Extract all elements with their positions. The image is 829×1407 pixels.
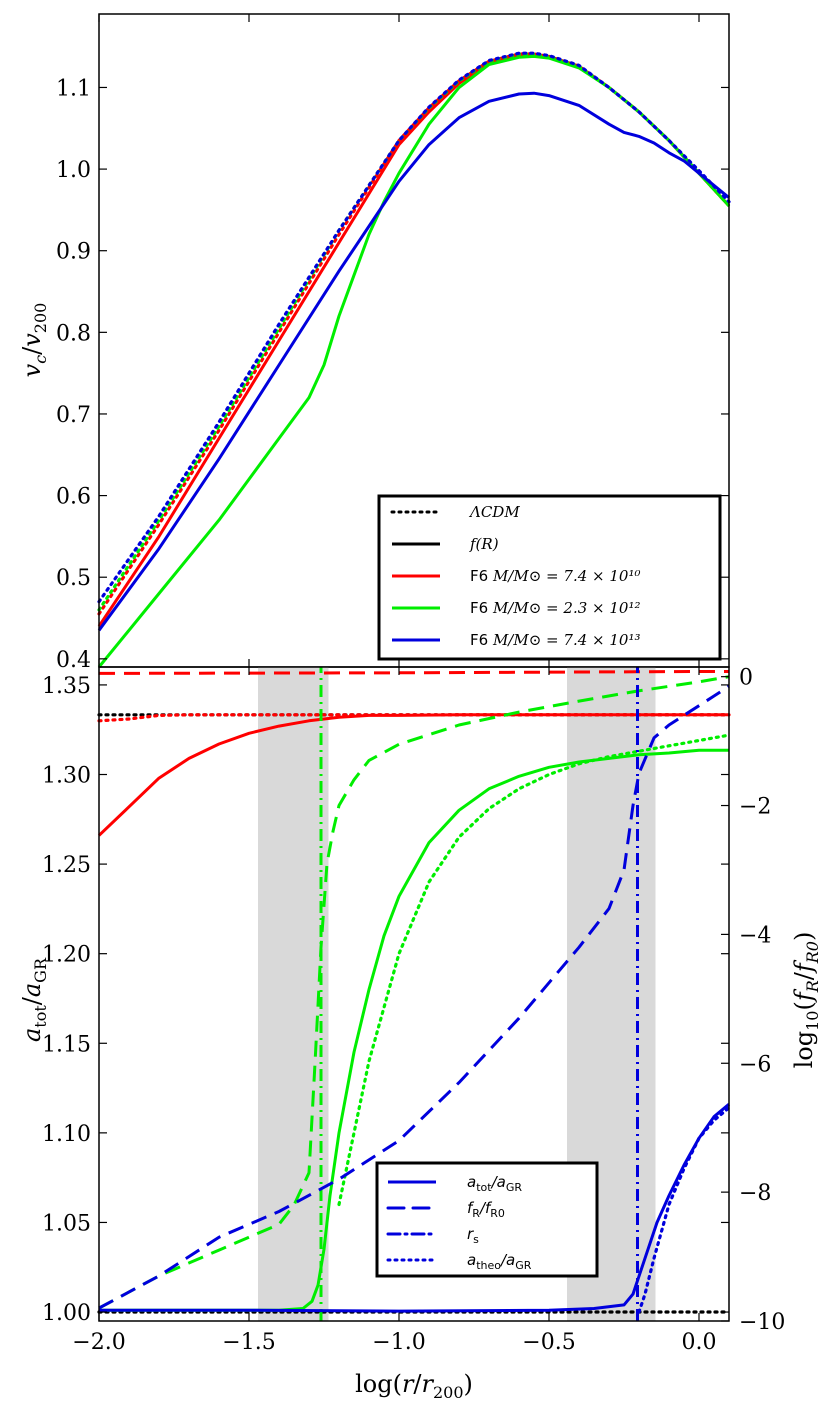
bottom-ytick-label: 1.10 bbox=[42, 1122, 91, 1147]
bottom-ytick-label: 1.00 bbox=[42, 1301, 91, 1326]
top-legend-label: f(R) bbox=[469, 535, 499, 553]
bottom-ytick-label: 1.35 bbox=[42, 674, 91, 699]
bottom-ylabel-right: log10(fR/fR0) bbox=[790, 932, 822, 1069]
bottom-ylabel: atot/aGR bbox=[18, 957, 50, 1042]
top-ytick-label: 0.9 bbox=[56, 240, 91, 265]
series-blue-lcdm bbox=[97, 51, 731, 604]
bottom-xtick-label: −2.0 bbox=[72, 1330, 125, 1355]
bottom-panel: 1.00 1.05 1.10 1.15 1.20 1.25 1.30 1.35 0 −2 −4 −6 −… bbox=[18, 666, 822, 1402]
top-ytick-label: 0.6 bbox=[56, 485, 91, 510]
bottom-ytick-right-label: −8 bbox=[739, 1181, 771, 1206]
series-blue-fR bbox=[98, 685, 730, 1310]
top-ytick-label: 0.7 bbox=[56, 403, 91, 428]
top-ylabel: vc/v200 bbox=[18, 303, 50, 378]
bottom-ytick-label: 1.15 bbox=[42, 1032, 91, 1057]
top-ytick-label: 0.8 bbox=[56, 321, 91, 346]
bottom-xtick-label: −1.5 bbox=[222, 1330, 275, 1355]
top-ytick-label: 0.4 bbox=[56, 648, 91, 673]
top-series-group bbox=[97, 51, 731, 668]
top-ytick-label: 1.0 bbox=[56, 158, 91, 183]
bottom-ytick-right-label: −6 bbox=[739, 1052, 771, 1077]
top-ticks: 0.4 0.5 0.6 0.7 0.8 0.9 1.0 1.1 bbox=[56, 14, 729, 673]
top-legend: ΛCDM f(R) F6 M/M⊙ = 7.4 × 10¹⁰ F6 M/M⊙ = 2.… bbox=[377, 494, 722, 661]
bottom-legend: atot/aGR fR/fR0 rs atheo/aGR bbox=[375, 1161, 599, 1278]
top-panel: 0.4 0.5 0.6 0.7 0.8 0.9 1.0 1.1 vc/v200 ΛCDM f(R… bbox=[18, 13, 731, 673]
series-green-atheo bbox=[337, 733, 731, 1207]
bottom-plot-frame bbox=[98, 666, 730, 1322]
bottom-legend-box bbox=[375, 1161, 599, 1278]
bottom-xtick-label: −1.0 bbox=[372, 1330, 425, 1355]
top-legend-label: F6 M/M⊙ = 7.4 × 10¹³ bbox=[470, 631, 640, 649]
series-red-fR bbox=[98, 670, 729, 675]
series-blue-atheo bbox=[637, 1106, 731, 1314]
bottom-ytick-label: 1.05 bbox=[42, 1211, 91, 1236]
series-red-atheo bbox=[97, 713, 731, 723]
bottom-ytick-right-label: −2 bbox=[739, 795, 771, 820]
bottom-legend-label: fR/fR0 bbox=[467, 1199, 505, 1220]
bottom-xtick-label: 0.0 bbox=[682, 1330, 717, 1355]
bottom-legend-label: atheo/aGR bbox=[467, 1251, 532, 1272]
bottom-ytick-right-label: −10 bbox=[739, 1310, 785, 1335]
bottom-xlabel: log(r/r200) bbox=[355, 1370, 473, 1402]
bottom-ticks: 1.00 1.05 1.10 1.15 1.20 1.25 1.30 1.35 0 −2 −4 −6 −… bbox=[42, 666, 785, 1355]
top-legend-label: F6 M/M⊙ = 7.4 × 10¹⁰ bbox=[470, 567, 640, 585]
bottom-series-group bbox=[97, 667, 731, 1321]
bottom-ytick-right-label: −4 bbox=[739, 923, 771, 948]
top-ytick-label: 0.5 bbox=[56, 566, 91, 591]
shaded-region bbox=[258, 667, 329, 1321]
bottom-legend-label: rs bbox=[467, 1225, 479, 1246]
bottom-ytick-label: 1.20 bbox=[42, 943, 91, 968]
bottom-ytick-right-label: 0 bbox=[739, 666, 753, 691]
bottom-ytick-label: 1.25 bbox=[42, 853, 91, 878]
bottom-legend-label: atot/aGR bbox=[467, 1173, 522, 1194]
top-legend-label: F6 M/M⊙ = 2.3 × 10¹² bbox=[470, 599, 640, 617]
series-blue-fR bbox=[97, 91, 730, 632]
series-green-atot bbox=[99, 748, 729, 1312]
top-legend-label: ΛCDM bbox=[468, 503, 520, 521]
top-ytick-label: 1.1 bbox=[56, 76, 91, 101]
series-green-fR bbox=[98, 675, 730, 1310]
bottom-ytick-label: 1.30 bbox=[42, 764, 91, 789]
bottom-xtick-label: −0.5 bbox=[522, 1330, 575, 1355]
